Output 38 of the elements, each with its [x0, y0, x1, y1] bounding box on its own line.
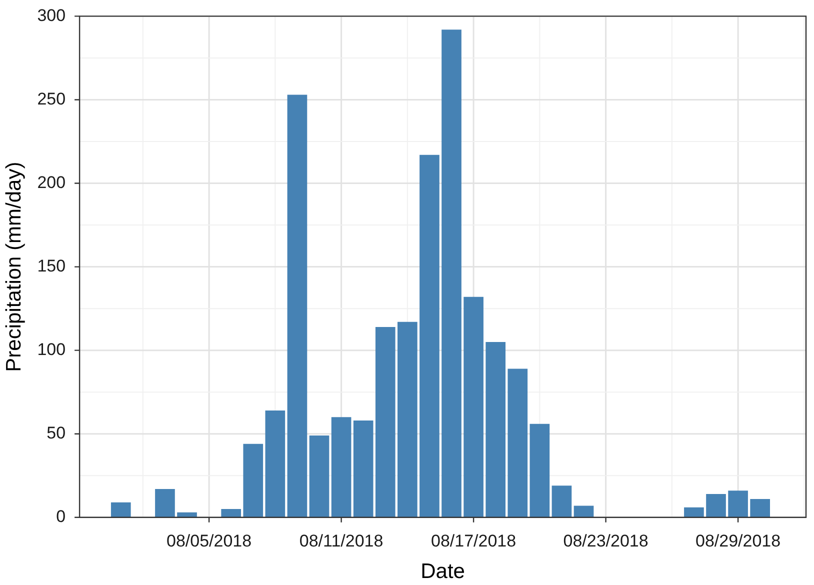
bar — [420, 154, 440, 518]
x-tick-label: 08/23/2018 — [563, 531, 648, 550]
bar — [287, 94, 308, 518]
bar — [464, 296, 484, 518]
y-tick-label: 250 — [37, 89, 66, 108]
x-tick-label: 08/05/2018 — [166, 531, 252, 550]
bar — [508, 368, 528, 518]
bar — [684, 507, 704, 518]
bar — [375, 326, 396, 518]
y-tick-label: 200 — [37, 172, 66, 192]
y-tick-label: 0 — [56, 507, 66, 526]
bar — [110, 502, 131, 518]
bar — [706, 494, 726, 518]
bar — [552, 486, 572, 518]
x-tick-label: 08/29/2018 — [695, 531, 781, 550]
bar — [331, 417, 352, 518]
bar — [574, 506, 594, 518]
bar — [530, 424, 550, 518]
bar — [750, 499, 770, 518]
bar — [309, 436, 330, 518]
y-tick-label: 50 — [46, 424, 66, 443]
bar — [221, 509, 242, 518]
bar — [177, 512, 197, 518]
bar — [353, 420, 374, 518]
y-tick-label: 300 — [37, 6, 66, 25]
bar — [728, 490, 748, 518]
bar — [398, 322, 418, 518]
x-axis-title: Date — [420, 560, 465, 584]
bar — [486, 342, 506, 518]
y-tick-label: 150 — [37, 256, 66, 276]
bar — [442, 30, 462, 518]
bar — [155, 489, 175, 518]
y-tick-label: 100 — [37, 340, 66, 360]
y-axis-title: Precipitation (mm/day) — [2, 162, 26, 372]
x-tick-label: 08/11/2018 — [299, 531, 384, 550]
bar — [265, 410, 286, 518]
x-tick-label: 08/17/2018 — [431, 531, 516, 550]
bar — [243, 444, 264, 518]
